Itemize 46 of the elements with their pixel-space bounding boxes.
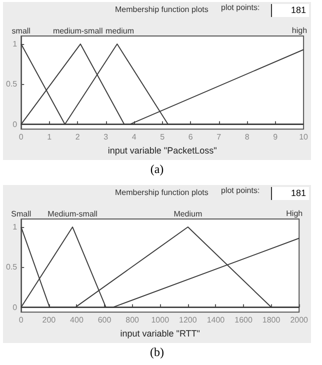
series-label: medium bbox=[106, 26, 134, 36]
x-axis-title: input variable "PacketLoss" bbox=[108, 146, 217, 156]
x-tick-label: 6 bbox=[188, 132, 194, 142]
text-field: 181 bbox=[271, 187, 309, 200]
series-label: Medium bbox=[174, 209, 202, 218]
text: plot points: bbox=[221, 186, 260, 195]
x-tick-label: 200 bbox=[42, 316, 56, 325]
text: (b) bbox=[149, 345, 165, 360]
x-tick-label: 0 bbox=[18, 316, 24, 325]
x-tick-label: 600 bbox=[98, 316, 112, 325]
x-tick-label: 1200 bbox=[179, 316, 198, 325]
x-tick-label: 4 bbox=[132, 132, 137, 142]
text: (a) bbox=[149, 162, 165, 177]
series-label: high bbox=[292, 26, 308, 36]
text-field: 181 bbox=[271, 4, 309, 17]
series-label: small bbox=[12, 26, 31, 36]
y-tick-label: 0.5 bbox=[6, 80, 18, 89]
y-tick-label: 0.5 bbox=[6, 262, 18, 272]
x-tick-label: 1000 bbox=[151, 316, 170, 325]
y-tick-label: 0 bbox=[12, 120, 18, 129]
x-tick-label: 9 bbox=[273, 132, 278, 142]
chart-title: Membership function plots bbox=[115, 5, 208, 14]
x-tick-label: 1800 bbox=[262, 316, 281, 325]
x-tick-label: 8 bbox=[244, 132, 250, 142]
series-label: medium-small bbox=[52, 26, 103, 36]
x-tick-label: 0 bbox=[18, 132, 24, 142]
x-tick-label: 10 bbox=[299, 132, 309, 142]
x-tick-label: 1600 bbox=[234, 316, 253, 325]
x-tick-label: 2000 bbox=[290, 316, 309, 325]
x-tick-label: 1400 bbox=[206, 316, 226, 325]
x-axis-title: input variable "RTT" bbox=[120, 328, 200, 338]
text: plot points: bbox=[221, 3, 260, 12]
y-tick-label: 1 bbox=[12, 40, 18, 49]
x-tick-label: 400 bbox=[70, 316, 84, 325]
x-tick-label: 5 bbox=[160, 132, 166, 142]
y-tick-label: 0 bbox=[12, 302, 18, 312]
series-label: Medium-small bbox=[48, 209, 98, 218]
x-tick-label: 800 bbox=[126, 316, 140, 325]
chart-title: Membership function plots bbox=[115, 188, 208, 197]
x-tick-label: 7 bbox=[216, 132, 222, 142]
x-tick-label: 1 bbox=[47, 132, 52, 142]
x-tick-label: 2 bbox=[75, 132, 80, 142]
x-tick-label: 3 bbox=[104, 132, 109, 142]
series-label: Small bbox=[11, 209, 32, 218]
text: High bbox=[286, 208, 303, 218]
y-tick-label: 1 bbox=[12, 222, 18, 232]
